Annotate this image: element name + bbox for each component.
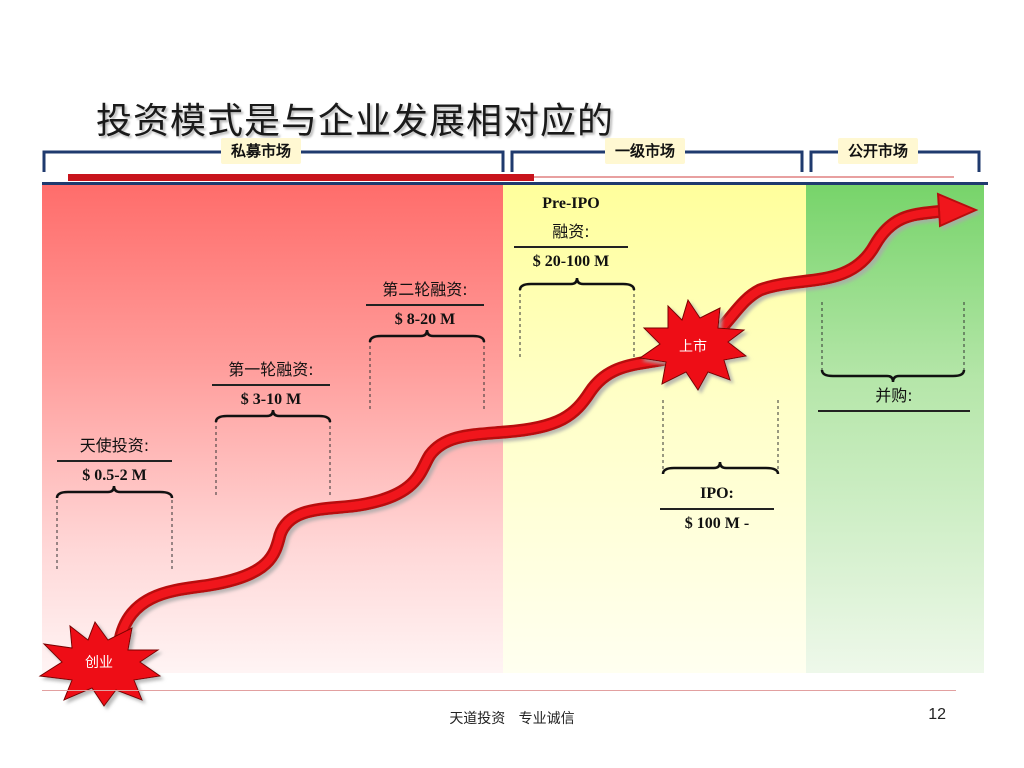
stage-angel-name: 天使投资: [57, 432, 172, 462]
stage-angel: 天使投资: $ 0.5-2 M [57, 432, 172, 490]
stage-round1: 第一轮融资: $ 3-10 M [212, 356, 330, 414]
stage-ma: 并购: [818, 382, 970, 412]
progress-rule-red [68, 174, 534, 181]
public-market-zone [806, 185, 984, 673]
stage-preipo-name-line1: Pre-IPO [542, 195, 600, 212]
arrow-head [936, 192, 979, 228]
stage-preipo-name-line2: 融资: [514, 218, 628, 248]
progress-rule-light [534, 176, 954, 178]
stage-ma-name: 并购: [818, 382, 970, 412]
listing-burst-label: 上市 [679, 339, 707, 355]
stage-round2-name: 第二轮融资: [366, 276, 484, 306]
private-market-zone [42, 185, 503, 673]
footer-text: 天道投资 专业诚信 [449, 711, 575, 727]
page-title: 投资模式是与企业发展相对应的 [96, 101, 615, 142]
stage-round1-name: 第一轮融资: [212, 356, 330, 386]
page-number: 12 [928, 706, 946, 723]
stage-ipo-name: IPO: [660, 480, 774, 510]
growth-arrow [113, 192, 979, 647]
stage-ipo: IPO: $ 100 M - [660, 480, 774, 538]
primary-market-label: 一级市场 [605, 138, 686, 164]
header-rule [42, 182, 988, 185]
stage-braces [55, 277, 966, 499]
start-burst-label: 创业 [85, 655, 113, 671]
stage-ipo-amount: $ 100 M - [684, 515, 750, 532]
stage-round1-amount: $ 3-10 M [240, 391, 302, 408]
stage-angel-amount: $ 0.5-2 M [82, 467, 147, 484]
stage-preipo-amount: $ 20-100 M [532, 253, 610, 270]
start-burst-icon [38, 620, 162, 707]
stage-round2-amount: $ 8-20 M [394, 311, 456, 328]
listing-burst-icon [638, 298, 748, 391]
stage-round2: 第二轮融资: $ 8-20 M [366, 276, 484, 334]
dashed-guides [56, 288, 965, 572]
public-market-label: 公开市场 [838, 138, 919, 164]
footer-rule [42, 690, 956, 691]
private-market-label: 私募市场 [221, 138, 302, 164]
stage-preipo: Pre-IPO 融资: $ 20-100 M [514, 190, 628, 276]
